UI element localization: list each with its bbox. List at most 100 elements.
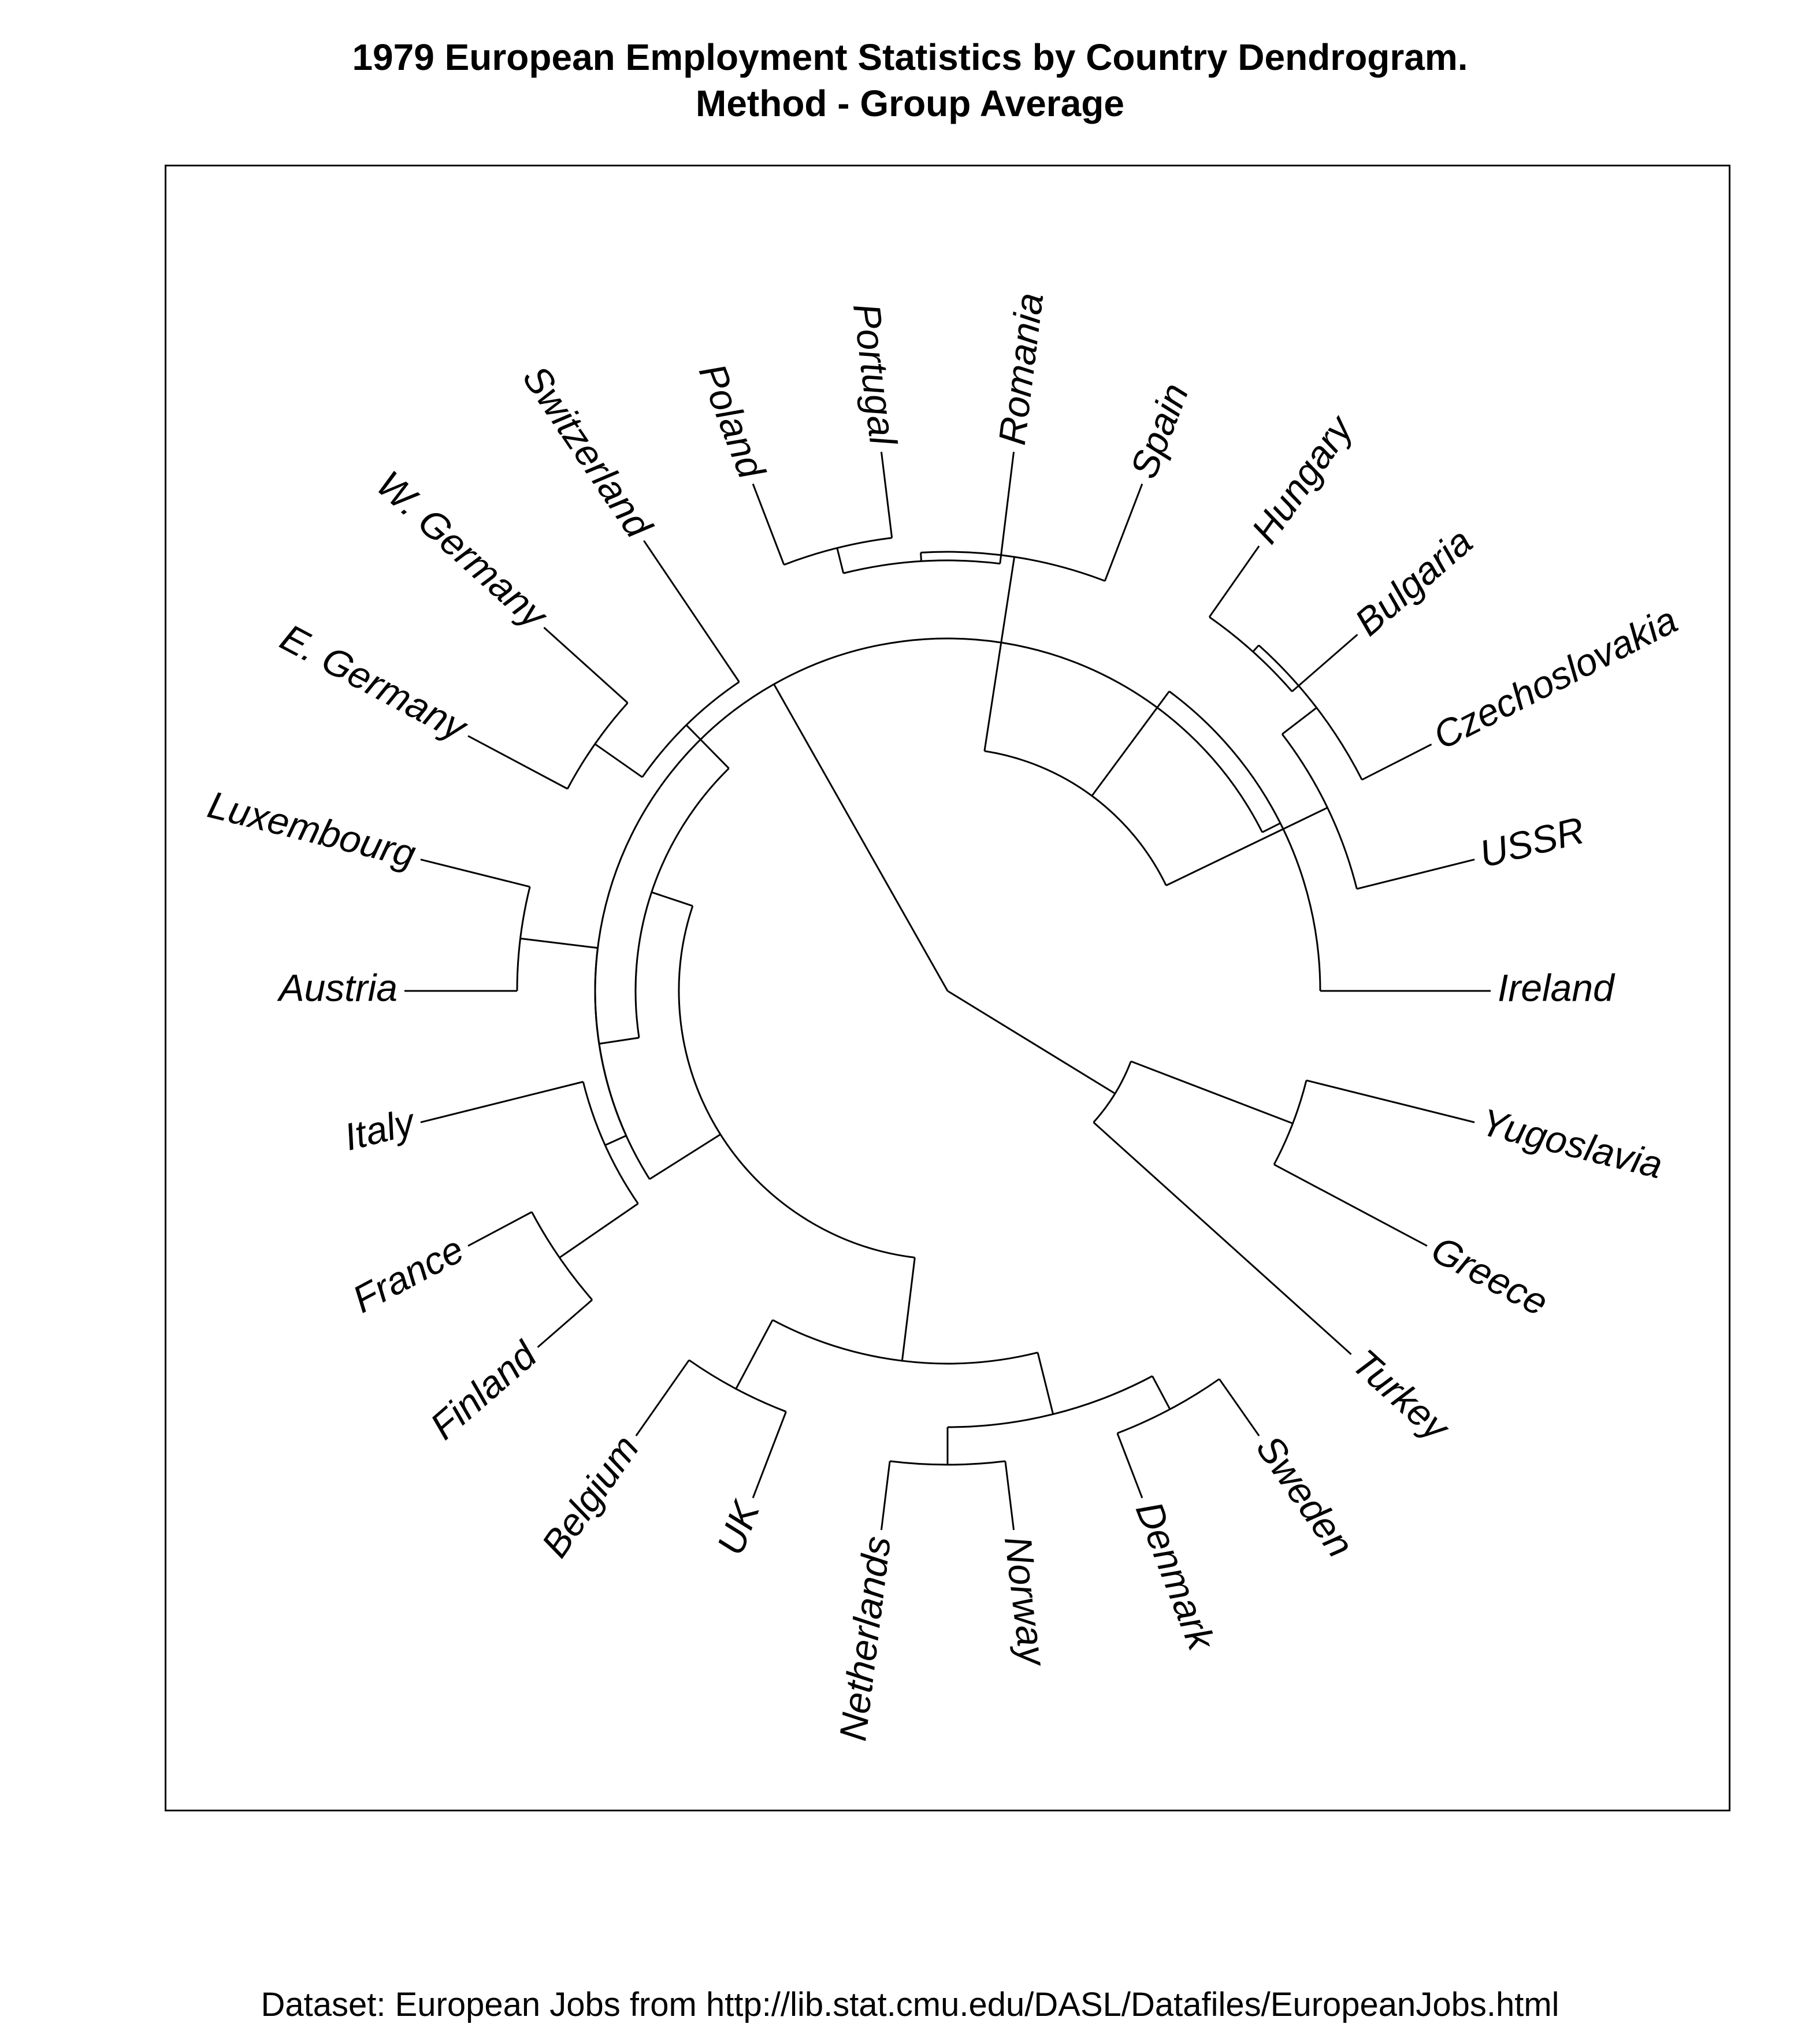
branch-link <box>1004 1461 1015 1531</box>
merge-arc <box>843 559 1000 574</box>
leaf-label: E. Germany <box>274 615 476 750</box>
branch-link <box>651 891 693 907</box>
branch-link <box>773 684 949 991</box>
merge-arc <box>889 1460 1006 1466</box>
merge-arc <box>1117 1378 1220 1434</box>
merge-arc <box>984 750 1167 886</box>
merge-arc <box>516 886 531 991</box>
branch-link <box>880 1461 891 1531</box>
merge-arc <box>783 537 892 566</box>
branch-link <box>1356 859 1475 890</box>
branch-link <box>752 1411 787 1499</box>
leaf-label: Portugal <box>845 301 905 448</box>
leaf-label: Poland <box>691 358 774 485</box>
leaf-label: Austria <box>277 966 398 1009</box>
branch-link <box>1165 807 1328 886</box>
branch-link <box>1116 1433 1143 1499</box>
leaf-label: Denmark <box>1128 1496 1224 1657</box>
branch-link <box>467 735 568 790</box>
branch-link <box>649 1134 721 1180</box>
branch-link <box>1208 545 1260 618</box>
merge-arc <box>772 1319 1038 1365</box>
leaf-label: Sweden <box>1248 1427 1362 1565</box>
branch-link <box>983 556 1016 752</box>
branch-link <box>1282 707 1317 735</box>
merge-arc <box>1281 733 1358 889</box>
merge-arc <box>947 1375 1153 1428</box>
branch-link <box>1291 634 1358 692</box>
merge-arc <box>1093 1061 1132 1123</box>
leaf-label: Czechoslovakia <box>1427 598 1684 757</box>
branch-link <box>920 552 923 562</box>
leaf-label: Turkey <box>1344 1340 1459 1450</box>
branch-link <box>635 1360 690 1436</box>
branch-link <box>1104 483 1143 582</box>
leaf-label: Spain <box>1121 377 1197 484</box>
branch-link <box>1361 743 1432 781</box>
leaf-label: Luxembourg <box>204 783 420 876</box>
branch-link <box>467 1211 533 1247</box>
branch-link <box>999 451 1015 564</box>
leaf-label: Romania <box>990 291 1052 447</box>
branch-link <box>1130 1060 1294 1124</box>
leaf-label: Finland <box>422 1332 545 1447</box>
merge-arc <box>582 1081 639 1205</box>
leaf-label: USSR <box>1475 808 1588 875</box>
leaf-label: Switzerland <box>515 358 661 546</box>
chart-title: 1979 European Employment Statistics by C… <box>352 36 1468 78</box>
leaf-label: Hungary <box>1243 406 1362 551</box>
merge-arc <box>641 681 740 778</box>
dataset-footer: Dataset: European Jobs from http://lib.s… <box>261 1986 1559 2023</box>
branch-link <box>1273 1164 1428 1247</box>
branch-link <box>947 990 1116 1094</box>
branch-link <box>604 1135 627 1146</box>
branch-link <box>685 724 730 769</box>
leaf-label: Greece <box>1425 1227 1555 1324</box>
branch-link <box>599 1037 640 1045</box>
merge-arc <box>634 767 730 1038</box>
branch-link <box>1091 690 1170 797</box>
merge-arc <box>1209 616 1293 692</box>
chart-subtitle: Method - Group Average <box>696 83 1124 124</box>
merge-arc <box>1273 1080 1308 1165</box>
leaf-label: Yugoslavia <box>1477 1100 1667 1186</box>
branch-link <box>836 548 845 574</box>
branch-link <box>420 1080 584 1123</box>
branch-link <box>1152 1375 1171 1410</box>
branch-link <box>1037 1352 1054 1414</box>
branch-link <box>420 859 530 888</box>
leaf-label: Belgium <box>533 1427 647 1565</box>
plot-frame <box>165 165 1730 1811</box>
branch-link <box>735 1319 774 1390</box>
leaf-label: Italy <box>340 1100 421 1158</box>
merge-arc <box>688 1359 787 1413</box>
branch-link <box>752 483 785 566</box>
leaf-label: France <box>346 1227 470 1321</box>
leaf-label: UK <box>708 1494 768 1561</box>
leaf-label: Ireland <box>1498 966 1615 1009</box>
branch-link <box>543 626 629 704</box>
branch-link <box>1219 1378 1260 1436</box>
branch-link <box>1093 1121 1352 1355</box>
merge-arc <box>678 905 915 1259</box>
leaf-label: W. Germany <box>369 462 557 638</box>
branch-link <box>520 937 598 949</box>
merge-arc <box>1258 644 1363 781</box>
merge-arc <box>594 637 1264 1180</box>
leaf-label: Bulgaria <box>1347 519 1480 644</box>
branch-link <box>1262 822 1281 833</box>
merge-arc <box>566 702 629 789</box>
merge-arc <box>594 948 627 1137</box>
branch-link <box>537 1299 593 1348</box>
leaf-label: Netherlands <box>831 1534 898 1743</box>
branch-link <box>559 1202 639 1258</box>
branch-link <box>901 1257 916 1361</box>
branch-link <box>1306 1079 1475 1123</box>
merge-arc <box>531 1211 593 1301</box>
merge-arc <box>920 551 1105 582</box>
merge-arc <box>1168 690 1321 991</box>
branch-link <box>643 540 740 683</box>
branch-link <box>594 743 643 778</box>
leaf-label: Norway <box>997 1534 1055 1670</box>
